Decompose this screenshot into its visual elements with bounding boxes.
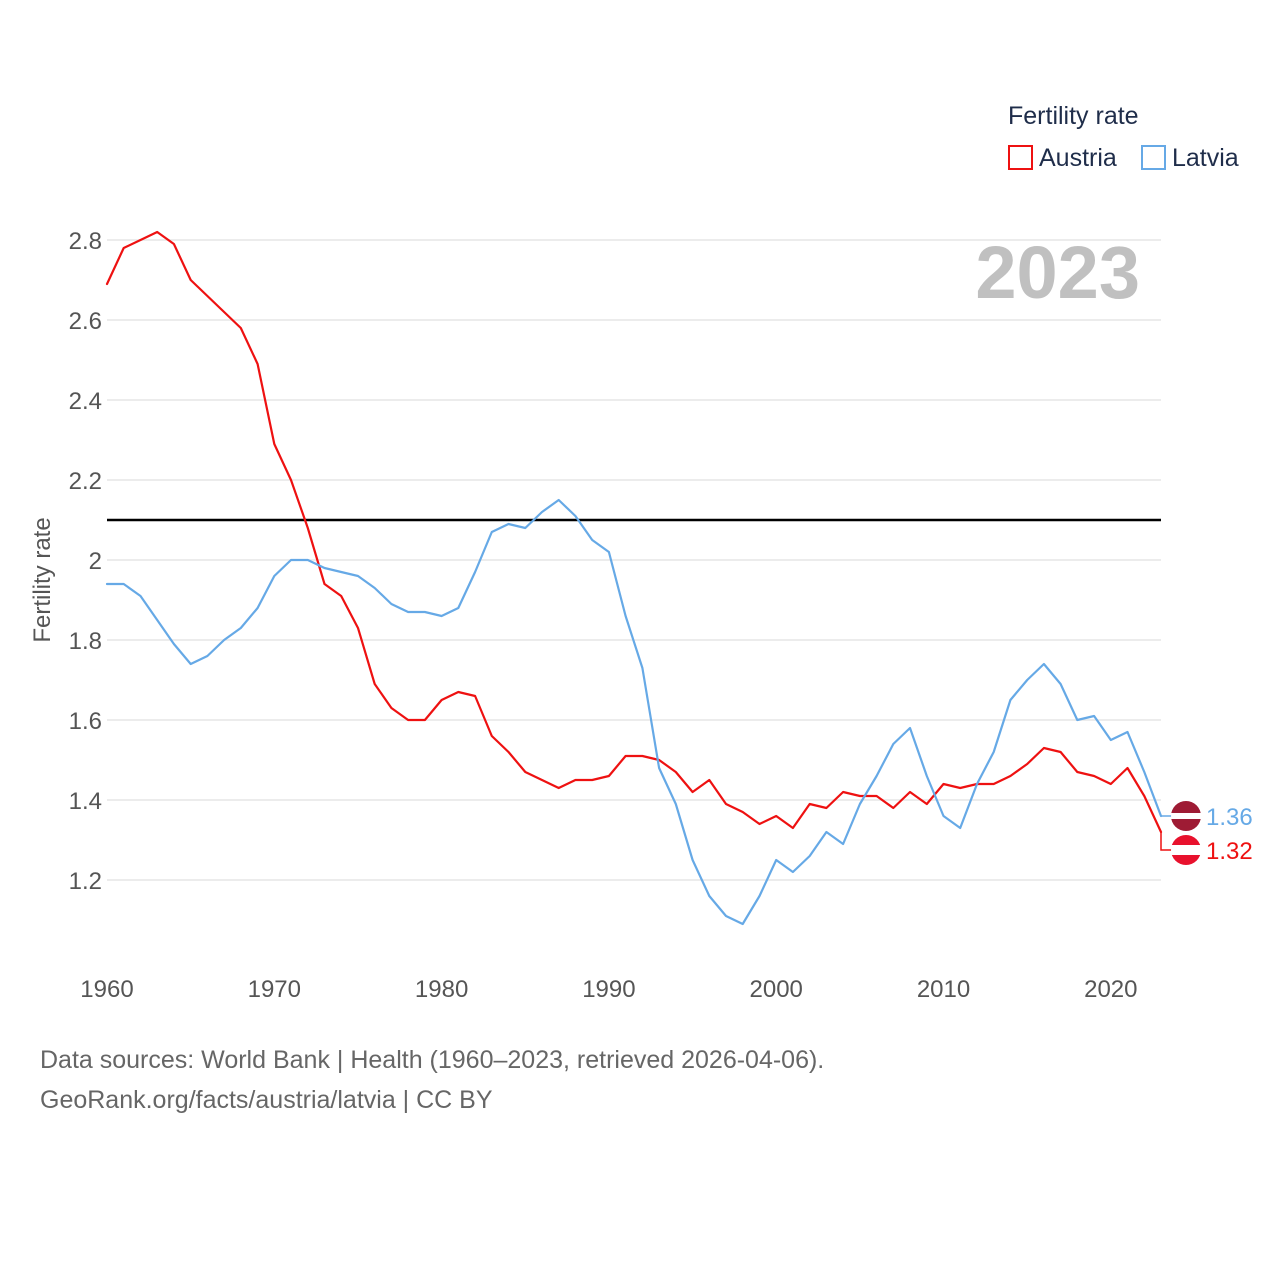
legend: Fertility rate Austria Latvia: [1008, 102, 1239, 172]
y-tick-label: 1.6: [69, 708, 102, 735]
end-marker-latvia: 1.36: [1161, 801, 1253, 831]
flag-austria-icon: [1171, 835, 1201, 865]
leader-line: [1160, 832, 1172, 851]
year-label: 2023: [975, 231, 1140, 314]
y-tick-label: 2.4: [69, 388, 102, 415]
series-line-latvia: [105, 498, 1163, 926]
x-tick-label: 1980: [415, 976, 468, 1003]
series-line-austria: [105, 230, 1163, 834]
end-value-austria: 1.32: [1206, 838, 1253, 865]
x-tick-label: 2000: [750, 976, 803, 1003]
legend-item-latvia[interactable]: Latvia: [1141, 144, 1239, 172]
legend-swatch-austria: [1008, 145, 1033, 170]
y-tick-label: 1.4: [69, 788, 102, 815]
y-tick-label: 2.6: [69, 308, 102, 335]
x-tick-label: 1960: [80, 976, 133, 1003]
series-lines: [105, 230, 1163, 926]
y-axis-ticks: 1.2 1.4 1.6 1.8 2 2.2 2.4 2.6 2.8: [69, 228, 102, 895]
gridlines: [107, 239, 1161, 881]
y-tick-label: 1.8: [69, 628, 102, 655]
x-tick-label: 2020: [1084, 976, 1137, 1003]
legend-swatch-latvia: [1141, 145, 1166, 170]
legend-label-latvia: Latvia: [1172, 144, 1239, 172]
y-tick-label: 1.2: [69, 868, 102, 895]
footer-sources: Data sources: World Bank | Health (1960–…: [40, 1046, 825, 1074]
fertility-line-chart: 1.21.41.61.822.22.42.62.8 1960 1970 1980 19…: [29, 102, 1253, 1003]
x-axis-ticks: 1960 1970 1980 1990 2000 2010 2020: [80, 976, 1137, 1003]
footer: Data sources: World Bank | Health (1960–…: [40, 1040, 1240, 1120]
end-value-latvia: 1.36: [1206, 804, 1253, 831]
footer-attribution: GeoRank.org/facts/austria/latvia | CC BY: [40, 1086, 493, 1114]
y-tick-label: 2.2: [69, 468, 102, 495]
legend-label-austria: Austria: [1039, 144, 1117, 172]
legend-item-austria[interactable]: Austria: [1008, 144, 1117, 172]
x-tick-label: 2010: [917, 976, 970, 1003]
y-tick-label: 2: [89, 548, 102, 575]
flag-latvia-icon: [1171, 801, 1201, 831]
x-tick-label: 1990: [582, 976, 635, 1003]
y-tick-label: 2.8: [69, 228, 102, 255]
x-tick-label: 1970: [248, 976, 301, 1003]
end-marker-austria: 1.32: [1160, 832, 1253, 865]
y-axis-title: Fertility rate: [29, 517, 56, 642]
legend-title: Fertility rate: [1008, 102, 1139, 130]
end-markers: 1.32 1.36: [1160, 801, 1253, 865]
